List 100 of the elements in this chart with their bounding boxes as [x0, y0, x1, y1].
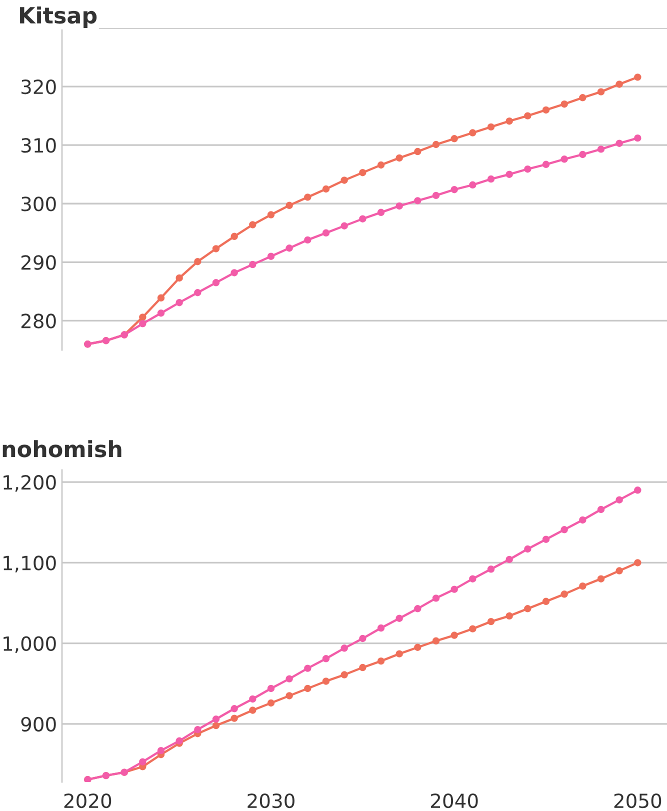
point	[304, 236, 312, 244]
point	[194, 726, 202, 734]
point	[560, 590, 568, 598]
point	[286, 675, 293, 682]
point	[304, 194, 312, 201]
y-tick-label: 1,100	[4, 556, 56, 572]
point	[432, 594, 440, 602]
point	[212, 245, 220, 252]
point	[230, 269, 238, 276]
point	[579, 150, 586, 158]
point	[396, 202, 403, 210]
point	[157, 746, 165, 754]
point	[377, 208, 385, 216]
point	[139, 314, 146, 321]
point	[542, 160, 550, 168]
point	[340, 671, 348, 678]
point	[249, 221, 256, 228]
y-tick-label: 900	[21, 716, 56, 732]
y-tick-label: 300	[22, 196, 56, 212]
point	[249, 260, 256, 268]
point	[157, 310, 165, 317]
point	[304, 684, 312, 692]
y-tick-label: 1,200	[4, 475, 56, 492]
point	[267, 211, 275, 218]
point	[432, 637, 440, 645]
point	[322, 678, 330, 685]
point	[377, 161, 385, 169]
point	[634, 486, 642, 494]
point	[304, 664, 312, 672]
point	[396, 614, 403, 622]
x-tick-label: 2020	[64, 793, 112, 808]
point	[524, 165, 532, 173]
point	[176, 274, 183, 282]
point	[634, 134, 642, 142]
point	[194, 258, 202, 266]
point	[487, 618, 495, 626]
point	[579, 582, 586, 590]
point	[542, 598, 550, 606]
point	[616, 567, 623, 574]
point	[487, 566, 495, 573]
point	[267, 684, 275, 692]
point	[157, 294, 165, 302]
point	[194, 289, 202, 296]
point	[634, 559, 642, 566]
point	[359, 634, 366, 642]
point	[469, 129, 476, 136]
y-tick-label: 310	[22, 138, 56, 153]
point	[249, 706, 256, 714]
point	[414, 605, 422, 612]
point	[359, 215, 366, 222]
point	[322, 229, 330, 237]
y-tick-label: 290	[21, 255, 56, 270]
y-tick-label: 320	[22, 80, 56, 94]
point	[322, 185, 330, 193]
point	[560, 526, 568, 534]
point	[414, 197, 422, 204]
point	[286, 202, 293, 210]
point	[396, 154, 403, 162]
point	[286, 244, 293, 252]
point	[616, 140, 623, 147]
point	[506, 612, 513, 620]
point	[560, 100, 568, 108]
point	[322, 655, 330, 662]
point	[487, 175, 495, 183]
point	[506, 117, 513, 125]
chart-title: Kitsap	[20, 6, 97, 28]
point	[377, 657, 385, 665]
point	[176, 737, 183, 744]
point	[267, 252, 275, 260]
point	[579, 94, 586, 102]
point	[450, 632, 458, 639]
point	[139, 320, 146, 328]
point	[432, 140, 440, 148]
point	[414, 148, 422, 156]
point	[450, 186, 458, 194]
point	[340, 222, 348, 230]
point	[579, 516, 586, 524]
point	[597, 88, 605, 96]
point	[212, 716, 220, 723]
point	[469, 625, 476, 632]
point	[340, 644, 348, 652]
y-tick-label: 1,000	[4, 636, 56, 653]
point	[249, 695, 256, 703]
point	[597, 575, 605, 582]
point	[230, 714, 238, 722]
point	[524, 545, 532, 553]
point	[212, 279, 220, 286]
x-tick-label: 2040	[431, 793, 478, 808]
point	[616, 496, 623, 504]
point	[542, 106, 550, 114]
point	[267, 699, 275, 707]
point	[176, 298, 183, 306]
y-tick-label: 280	[21, 314, 56, 328]
point	[597, 506, 605, 514]
point	[560, 156, 568, 163]
point	[634, 74, 642, 81]
point	[506, 556, 513, 564]
point	[414, 644, 422, 651]
point	[212, 722, 220, 730]
point	[524, 605, 532, 612]
